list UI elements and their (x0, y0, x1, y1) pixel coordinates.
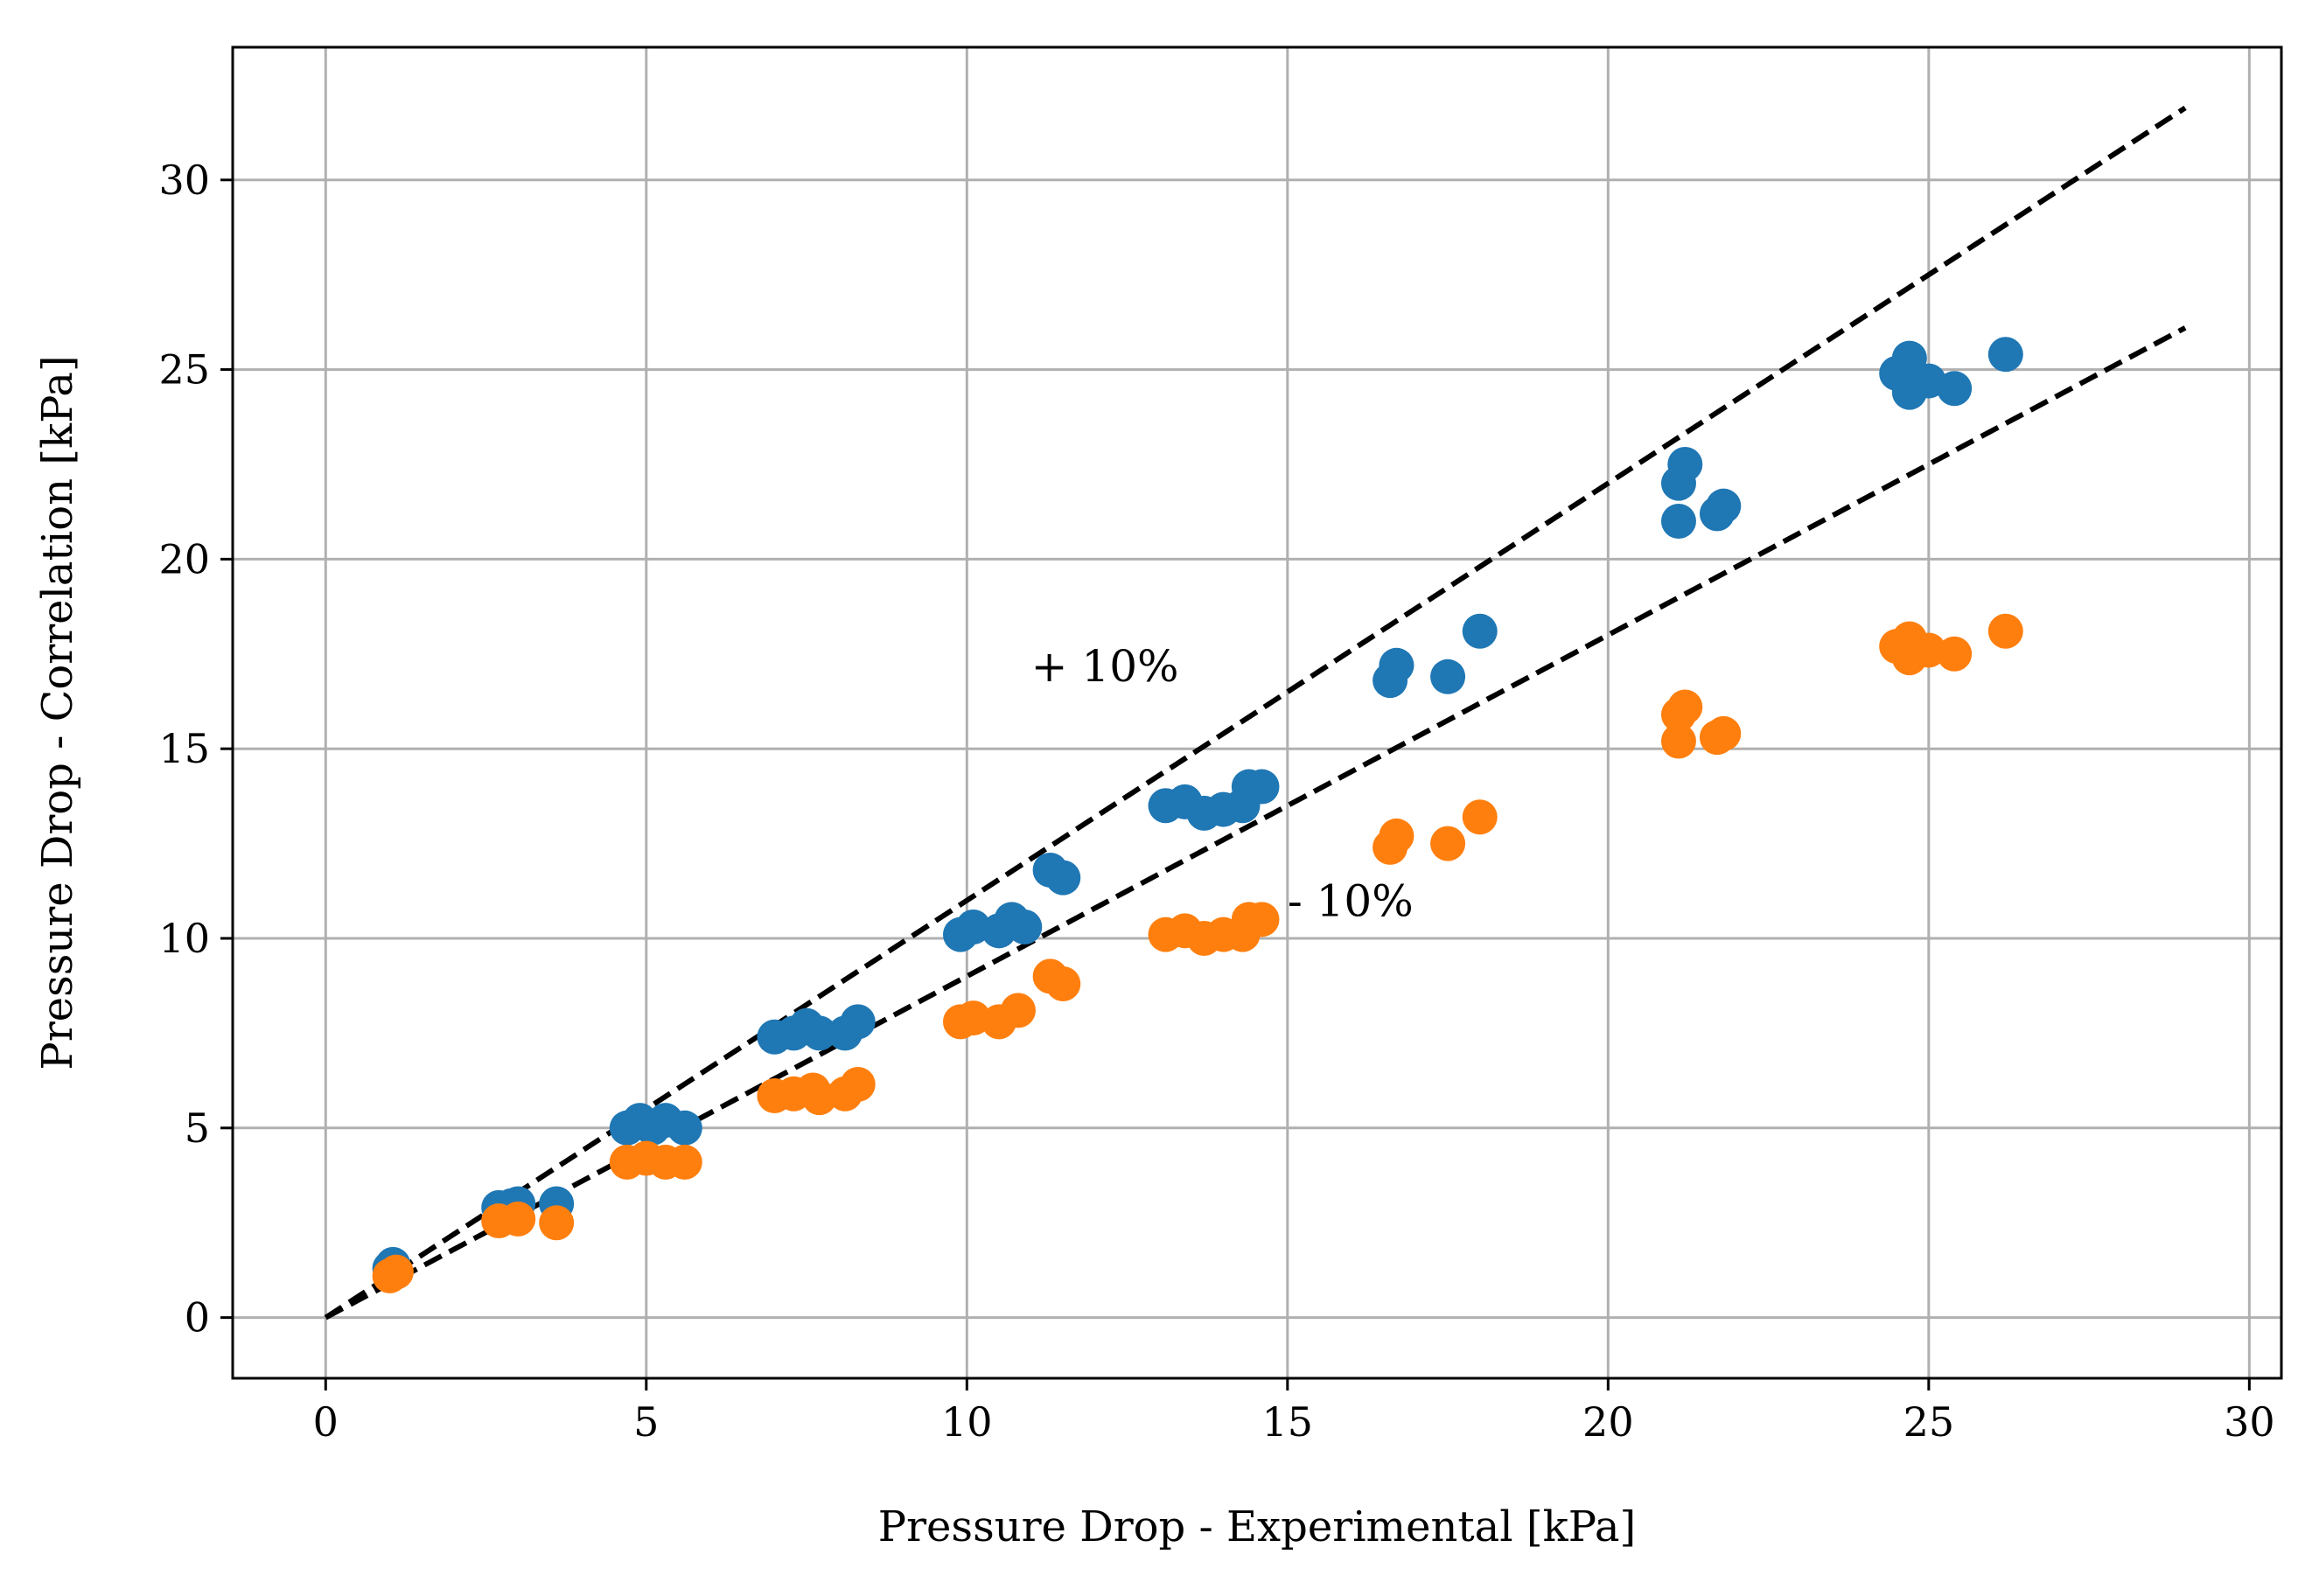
annotation-label: - 10% (1288, 876, 1414, 927)
series-1-point (801, 1015, 837, 1051)
y-tick-label: 5 (185, 1105, 210, 1152)
series-1-point (1045, 860, 1081, 896)
series-2-point (667, 1144, 702, 1180)
series-2-point (840, 1066, 876, 1102)
series-1-point (1379, 647, 1414, 683)
y-tick-label: 30 (158, 157, 210, 204)
series-1-point (1244, 769, 1280, 805)
series-1-point (840, 1004, 876, 1040)
y-tick-label: 0 (185, 1294, 210, 1342)
series-2-point (1937, 636, 1973, 672)
series-2-point (1462, 799, 1498, 835)
series-2-point (801, 1080, 837, 1116)
y-tick-label: 25 (158, 346, 210, 394)
series-1-point (667, 1110, 702, 1146)
x-tick-label: 10 (941, 1398, 993, 1446)
y-tick-label: 20 (158, 535, 210, 582)
x-axis-title: Pressure Drop - Experimental [kPa] (878, 1502, 1636, 1551)
series-2-point (1000, 993, 1036, 1028)
series-2-point (378, 1254, 414, 1290)
series-2-point (1430, 826, 1466, 861)
x-tick-label: 25 (1903, 1398, 1955, 1446)
series-2-point (1667, 689, 1703, 725)
x-tick-label: 15 (1262, 1398, 1314, 1446)
series-1-point (1430, 659, 1466, 694)
series-2-point (1910, 632, 1946, 668)
axis-ticks: 0 5 10 15 20 25 30 0 5 10 15 20 25 30 (158, 157, 2274, 1446)
series-2-point (1987, 613, 2023, 649)
series-2-point (1706, 715, 1742, 751)
series-1-point (1987, 337, 2023, 373)
series-1-point (1937, 371, 1973, 407)
series-2-point (500, 1201, 536, 1237)
series-2-point (1379, 818, 1414, 854)
series-2-point (1660, 723, 1696, 759)
y-tick-label: 15 (158, 725, 210, 772)
y-tick-label: 10 (158, 915, 210, 962)
series-2-point (1244, 902, 1280, 937)
series-1-point (1706, 488, 1742, 524)
series-1-point (1660, 504, 1696, 540)
x-tick-label: 20 (1582, 1398, 1634, 1446)
series-1-point (1007, 909, 1043, 944)
x-tick-label: 30 (2224, 1398, 2275, 1446)
data-points (372, 337, 2023, 1293)
x-tick-label: 5 (633, 1398, 659, 1446)
annotations: + 10% - 10% (1031, 641, 1414, 927)
series-2-point (955, 1000, 991, 1036)
x-tick-label: 0 (313, 1398, 339, 1446)
series-1-point (1891, 340, 1927, 376)
series-1-point (1462, 613, 1498, 649)
series-1-point (1667, 446, 1703, 482)
y-axis-title: Pressure Drop - Correlation [kPa] (33, 355, 82, 1070)
series-2-point (539, 1205, 575, 1241)
series-1-point (955, 909, 991, 944)
plot-frame (231, 45, 2283, 1380)
series-2-point (1045, 966, 1081, 1002)
annotation-label: + 10% (1031, 641, 1179, 692)
